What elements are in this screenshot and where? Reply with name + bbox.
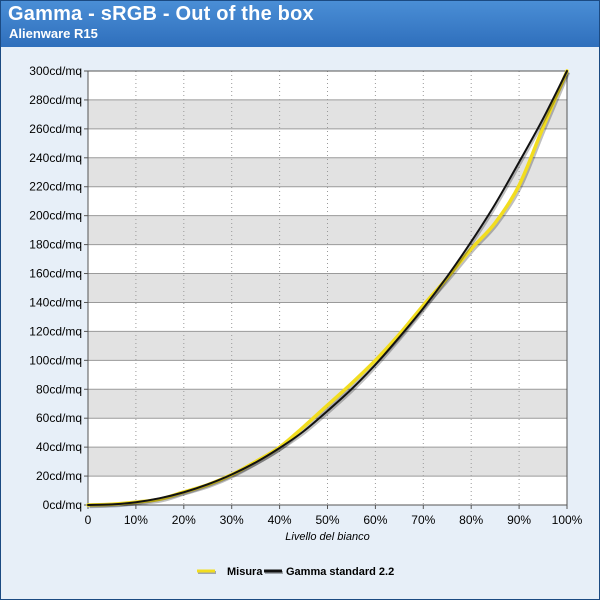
grid-band <box>88 157 567 187</box>
y-tick-label: 240cd/mq <box>29 151 82 165</box>
series-line-gamma-standard <box>87 70 568 506</box>
x-tick-label: 40% <box>268 513 292 527</box>
y-tick-label: 280cd/mq <box>29 93 82 107</box>
y-tick-label: 140cd/mq <box>29 295 82 309</box>
y-tick-label: 60cd/mq <box>36 411 82 425</box>
x-tick-label: 80% <box>459 513 483 527</box>
y-tick-label: 40cd/mq <box>36 440 82 454</box>
y-tick-label: 180cd/mq <box>29 238 82 252</box>
y-tick-label: 160cd/mq <box>29 267 82 281</box>
y-tick-label: 200cd/mq <box>29 209 82 223</box>
y-tick-label: 100cd/mq <box>29 353 82 367</box>
chart-subtitle: Alienware R15 <box>9 26 98 41</box>
x-tick-label: 60% <box>363 513 387 527</box>
x-tick-label: 0 <box>85 513 92 527</box>
y-tick-label: 120cd/mq <box>29 324 82 338</box>
grid-band <box>88 99 567 129</box>
chart-title: Gamma - sRGB - Out of the box <box>8 3 314 25</box>
x-tick-label: 90% <box>507 513 531 527</box>
x-tick-label: 30% <box>220 513 244 527</box>
y-tick-label: 300cd/mq <box>29 64 82 78</box>
legend-label: Misura <box>227 566 263 578</box>
x-tick-label: 20% <box>172 513 196 527</box>
x-tick-label: 10% <box>124 513 148 527</box>
x-tick-label: 100% <box>552 513 583 527</box>
x-tick-label: 50% <box>315 513 339 527</box>
series-line-shadow <box>89 71 571 509</box>
chart-header: Gamma - sRGB - Out of the box Alienware … <box>1 1 599 47</box>
series-line-shadow <box>89 72 570 508</box>
legend-label: Gamma standard 2.2 <box>286 566 394 578</box>
x-tick-label: 70% <box>411 513 435 527</box>
y-tick-label: 220cd/mq <box>29 180 82 194</box>
y-tick-label: 0cd/mq <box>43 498 82 512</box>
y-tick-label: 260cd/mq <box>29 122 82 136</box>
y-tick-label: 80cd/mq <box>36 382 82 396</box>
x-axis-label: Livello del bianco <box>285 531 369 543</box>
y-tick-label: 20cd/mq <box>36 469 82 483</box>
